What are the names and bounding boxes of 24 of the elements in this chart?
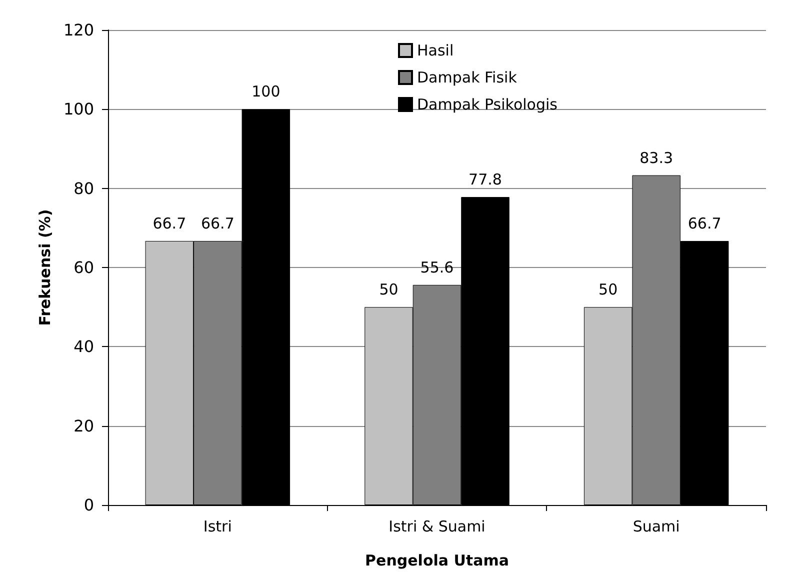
x-tick-label: Istri [203,518,232,536]
data-label: 100 [252,82,280,101]
y-tick-label: 100 [63,100,94,119]
y-axis-title: Frekuensi (%) [36,209,54,326]
y-tick-label: 20 [74,416,94,436]
data-label: 66.7 [688,214,722,232]
y-tick-label: 0 [84,496,94,514]
x-tick-label: Suami [632,518,680,536]
y-tick-label: 80 [74,178,94,198]
x-tick-label: Istri & Suami [388,518,486,536]
legend-label: Dampak Fisik [417,68,518,86]
data-label: 77.8 [468,170,502,189]
x-axis-title: Pengelola Utama [365,552,509,570]
data-label: 50 [379,280,398,299]
y-tick-label: 40 [74,337,94,356]
y-tick-label: 120 [63,20,94,40]
legend-label: Hasil [417,42,454,60]
legend-label: Dampak Psikologis [417,96,558,114]
data-label: 66.7 [152,214,186,232]
data-label: 66.7 [200,214,234,232]
data-label: 55.6 [420,258,454,276]
data-label: 83.3 [640,148,674,167]
y-tick-label: 60 [74,258,94,277]
data-label: 50 [598,280,618,299]
